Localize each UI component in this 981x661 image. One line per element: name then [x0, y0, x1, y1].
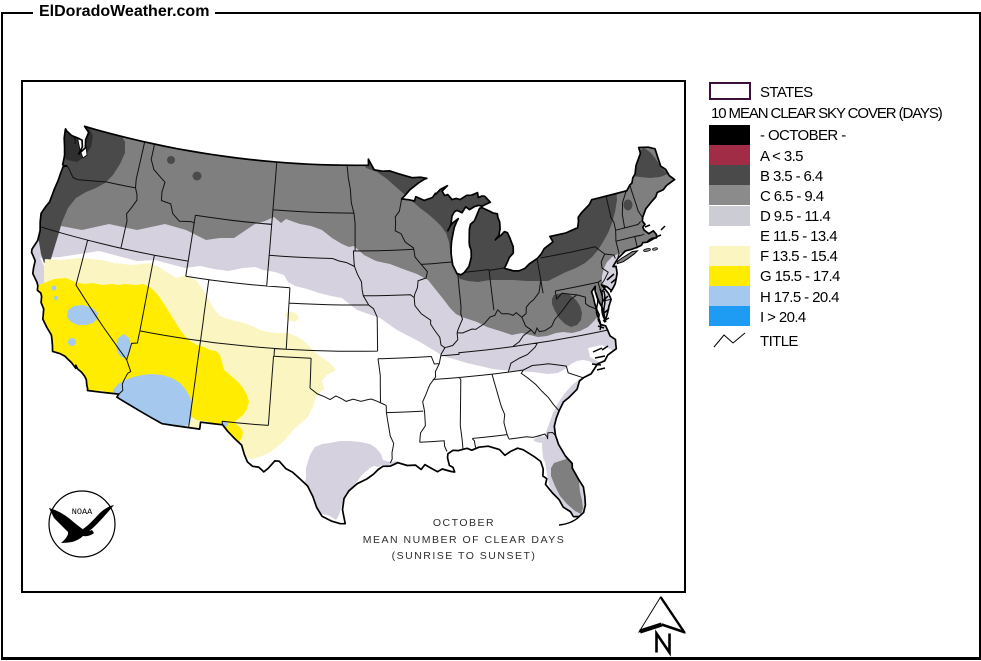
svg-text:NOAA: NOAA	[72, 507, 93, 517]
